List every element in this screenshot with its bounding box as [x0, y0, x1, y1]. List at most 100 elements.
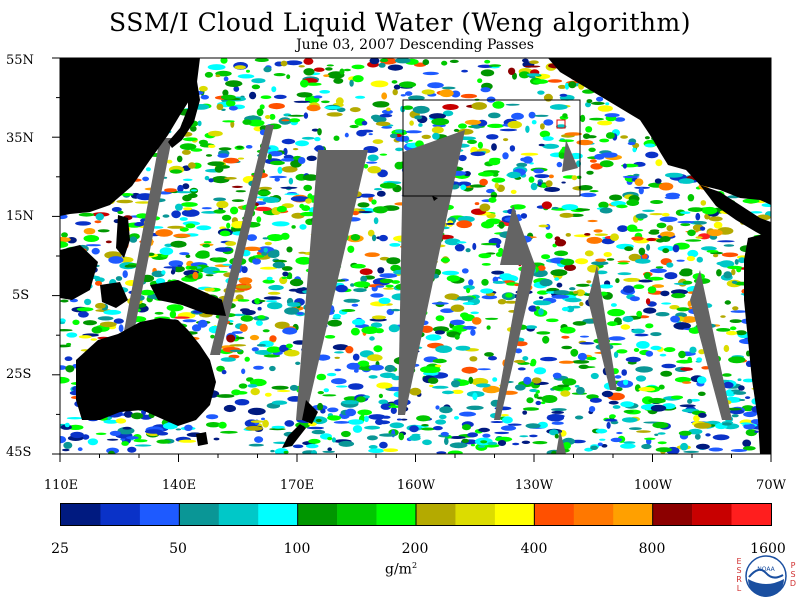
cloud-patch [295, 140, 309, 147]
cloud-patch [252, 258, 261, 265]
cloud-patch [429, 113, 446, 120]
cloud-patch [390, 308, 401, 312]
cloud-patch [458, 123, 467, 129]
cloud-patch [115, 418, 127, 424]
cloud-patch [238, 383, 248, 389]
cloud-patch [650, 404, 667, 412]
cloud-patch [418, 123, 423, 127]
cloud-patch [301, 136, 315, 140]
cloud-patch [660, 231, 675, 238]
cloud-patch [364, 425, 381, 430]
cloud-patch [379, 153, 388, 156]
cloud-patch [78, 212, 95, 217]
cloud-patch [378, 399, 389, 405]
lon-label: 100W [633, 478, 673, 493]
cloud-patch [349, 124, 359, 129]
cloud-patch [345, 346, 354, 354]
cloud-patch [538, 296, 544, 299]
cloud-patch [574, 385, 580, 388]
cloud-patch [607, 321, 618, 327]
cloud-patch [620, 135, 628, 139]
cloud-patch [188, 162, 196, 169]
cloud-patch [727, 265, 743, 270]
cloud-patch [442, 110, 454, 117]
cloud-patch [252, 255, 265, 258]
cloud-patch [716, 328, 731, 332]
cloud-patch [374, 188, 382, 191]
cloud-patch [537, 265, 546, 271]
cloud-patch [745, 429, 758, 437]
cloud-patch [585, 101, 591, 108]
cloud-patch [215, 247, 232, 253]
cloud-patch [371, 199, 377, 205]
cloud-patch [378, 393, 383, 399]
cloud-patch [391, 80, 398, 84]
cloud-patch [126, 436, 139, 440]
cloud-patch [722, 373, 732, 377]
sulawesi [100, 282, 128, 308]
cloud-patch [395, 147, 404, 152]
cloud-patch [472, 242, 477, 251]
cloud-patch [468, 376, 474, 384]
cloud-patch [381, 109, 393, 115]
cloud-patch [731, 268, 736, 276]
cloud-patch [591, 101, 605, 105]
cloud-patch [590, 372, 599, 380]
axis-ticks [52, 57, 772, 462]
cloud-patch [281, 276, 287, 279]
cloud-patch [83, 235, 100, 242]
cloud-patch [281, 166, 298, 173]
cloud-patch [539, 278, 553, 287]
cloud-patch [352, 210, 359, 216]
cloud-patch [635, 213, 648, 219]
cloud-patch [268, 103, 285, 110]
cloud-patch [486, 134, 499, 140]
cloud-patch [579, 342, 595, 345]
cloud-patch [164, 188, 177, 193]
cloud-patch [116, 199, 133, 204]
cloud-patch [617, 272, 632, 276]
lon-label: 140E [161, 478, 197, 493]
cloud-patch [453, 128, 460, 132]
cloud-patch [553, 290, 570, 295]
cloud-patch [636, 310, 643, 317]
cloud-patch [542, 136, 554, 141]
cloud-patch [458, 154, 467, 162]
cloud-patch [179, 143, 197, 151]
cloud-patch [674, 376, 692, 383]
colorbar-segment [376, 504, 417, 525]
cloud-patch [541, 201, 553, 210]
cloud-patch [623, 379, 629, 386]
cloud-patch [644, 136, 650, 140]
cloud-patch [728, 356, 746, 364]
cloud-patch [620, 324, 631, 330]
cloud-patch [604, 418, 618, 422]
cloud-patch [576, 283, 590, 287]
cloud-patch [655, 266, 664, 269]
cloud-patch [300, 211, 317, 217]
cloud-patch [97, 229, 110, 233]
cloud-patch [556, 282, 563, 288]
cloud-patch [457, 296, 474, 301]
cloud-patch [298, 157, 306, 164]
colorbar-label: 50 [169, 541, 187, 557]
cloud-patch [433, 426, 443, 431]
cloud-patch [472, 392, 478, 401]
cloud-patch [478, 427, 490, 433]
cloud-patch [470, 151, 486, 157]
cloud-patch [622, 175, 640, 179]
swath-6 [494, 265, 536, 420]
cloud-patch [633, 348, 640, 352]
cloud-patch [332, 344, 349, 351]
cloud-patch [409, 387, 422, 396]
cloud-patch [687, 249, 699, 258]
cloud-patch [723, 344, 730, 353]
cloud-patch [221, 94, 236, 100]
cloud-patch [121, 441, 129, 446]
cloud-patch [605, 102, 610, 106]
cloud-patch [285, 60, 303, 66]
cloud-patch [633, 173, 640, 177]
cloud-patch [282, 271, 289, 277]
cloud-patch [557, 84, 567, 89]
cloud-patch [313, 67, 325, 72]
